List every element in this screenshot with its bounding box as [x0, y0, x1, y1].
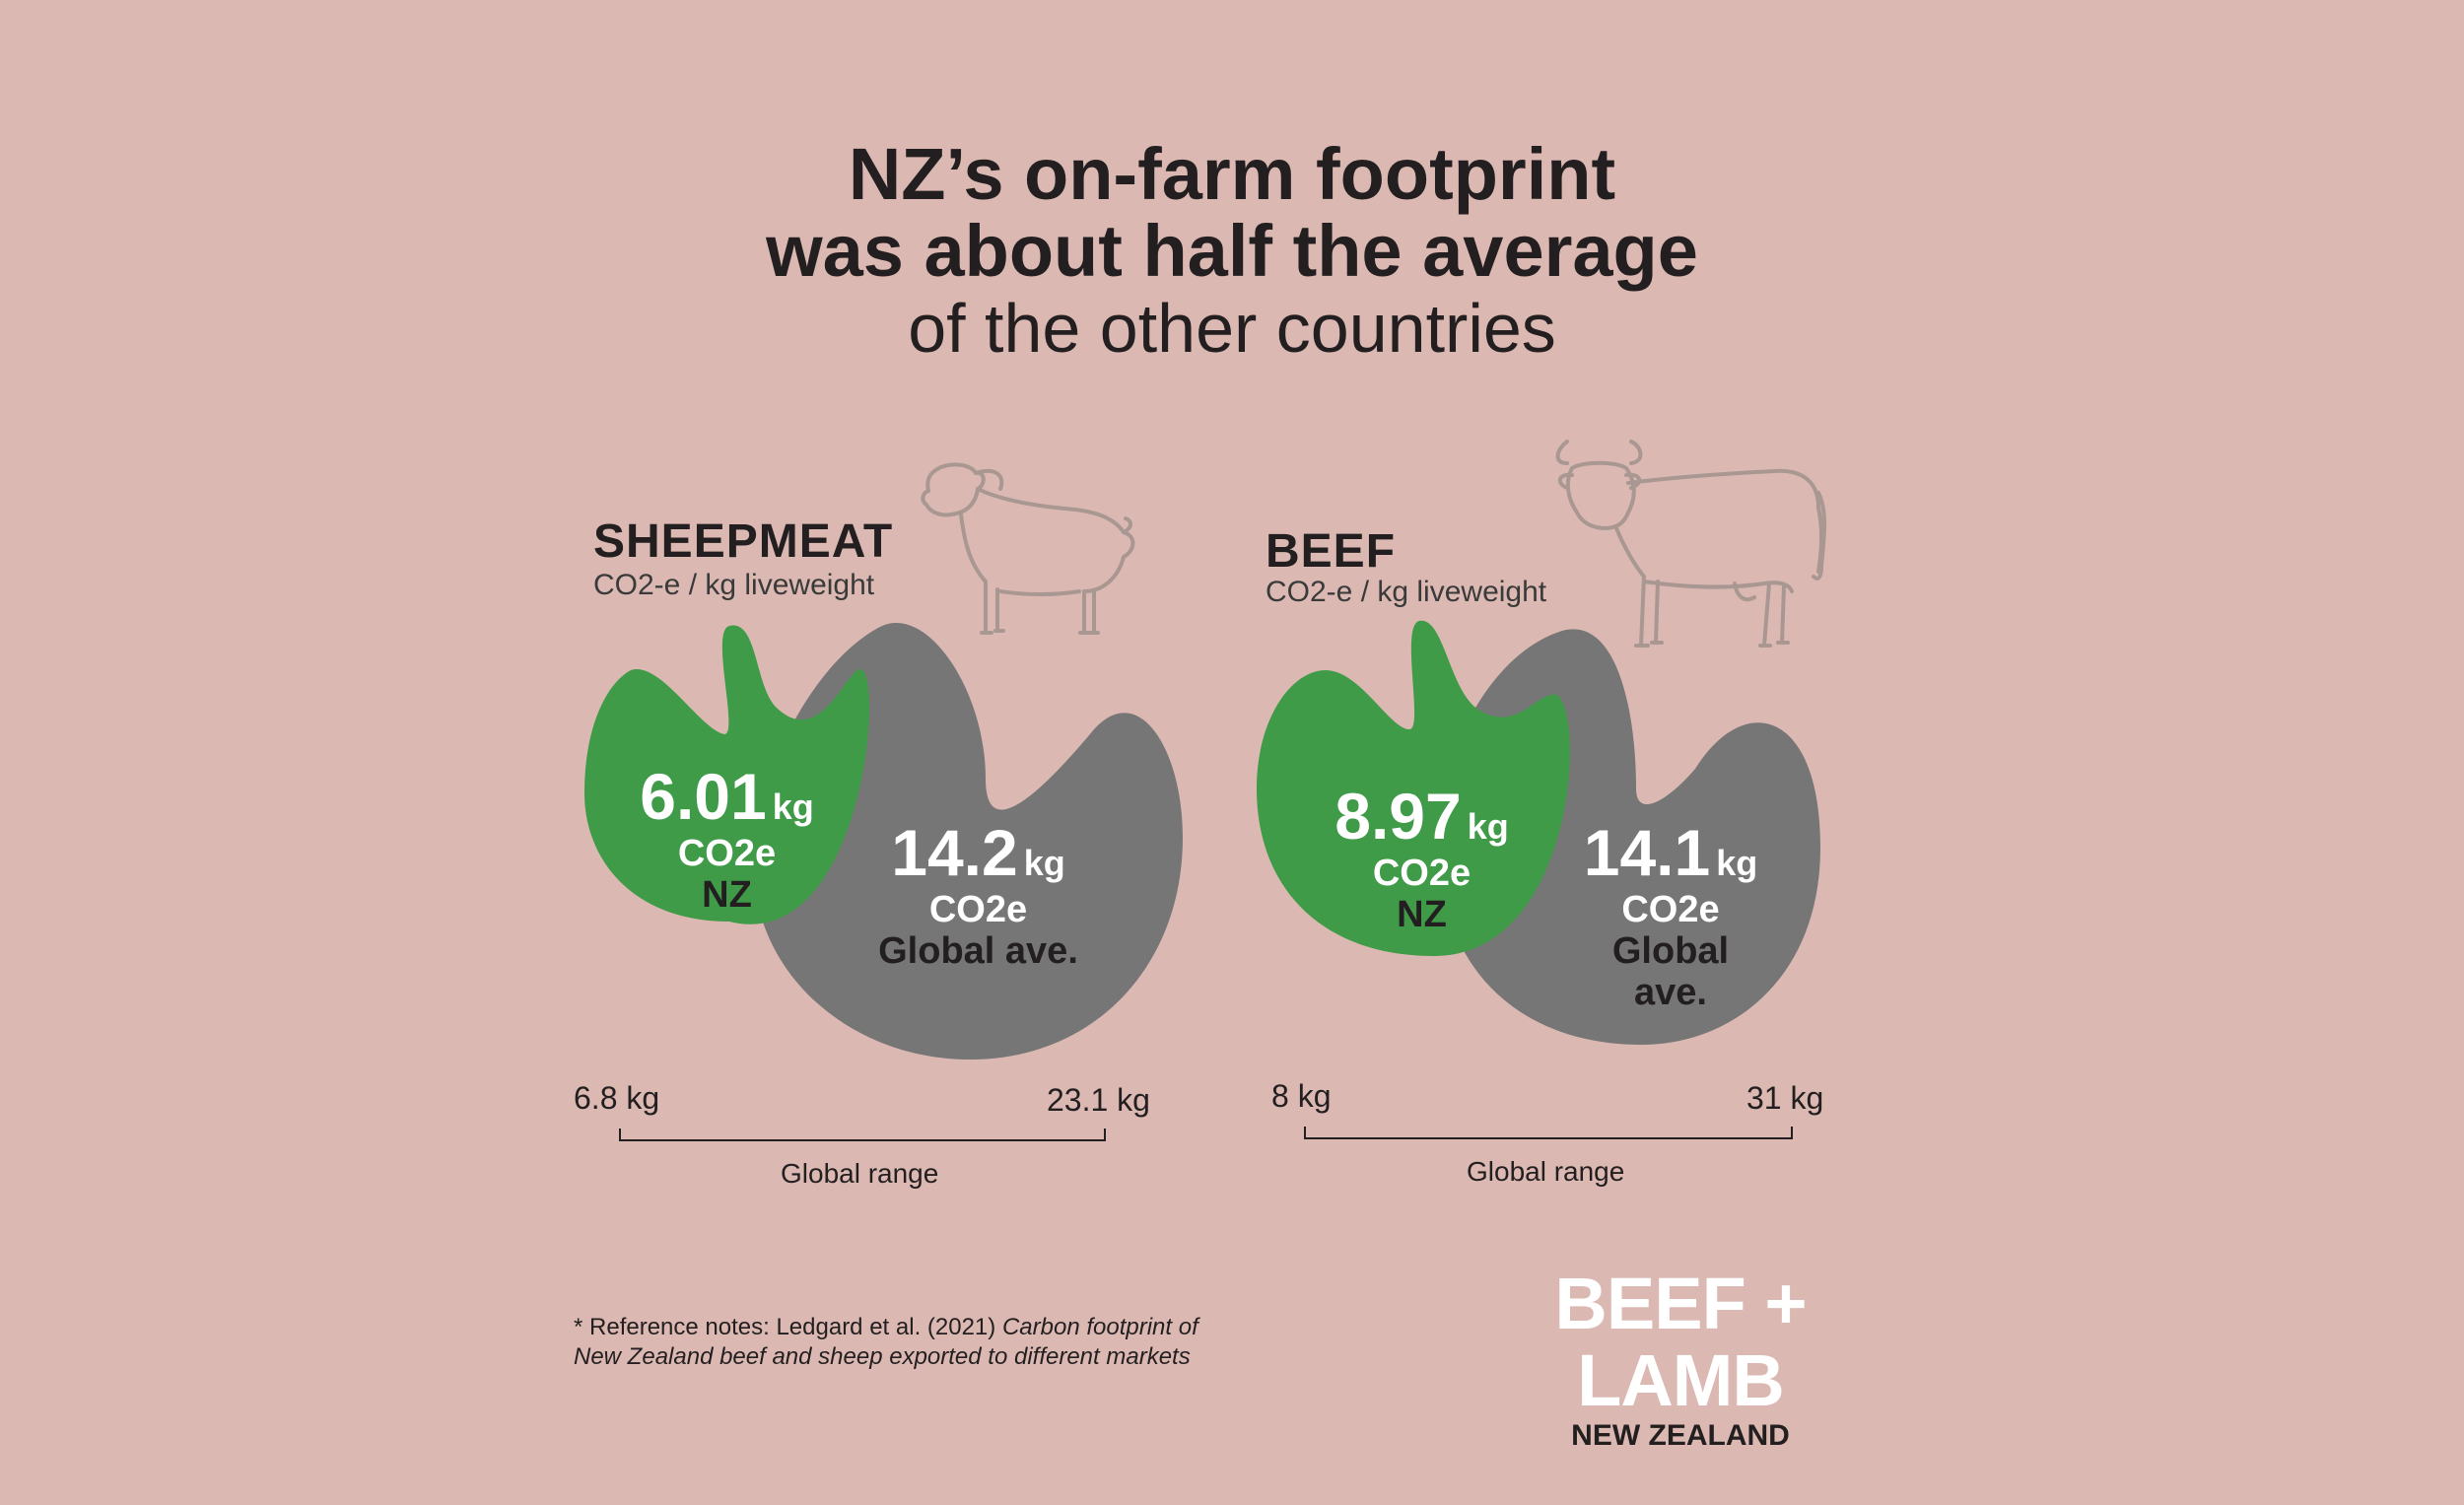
sheep-global-value: 14.2 kg CO2e Global ave. [843, 820, 1114, 970]
beef-range-max: 31 kg [1746, 1080, 1824, 1116]
beef-range-bracket [1304, 1127, 1793, 1139]
title-line-2: was about half the average [766, 210, 1698, 292]
sheep-nz-number: 6.01 [640, 760, 767, 833]
sheep-nz-footprint [584, 625, 870, 924]
sheep-global-number: 14.2 [891, 816, 1018, 889]
beef-nz-number: 8.97 [1335, 780, 1462, 853]
sheep-global-label: Global ave. [878, 930, 1078, 972]
reference-footnote: * Reference notes: Ledgard et al. (2021)… [574, 1313, 1198, 1372]
beef-nz-label: NZ [1397, 894, 1447, 935]
title-line-3: of the other countries [908, 290, 1556, 367]
sheep-range-label: Global range [781, 1158, 939, 1189]
beef-title: BEEF [1266, 525, 1397, 578]
sheep-icon [921, 462, 1135, 635]
beef-lamb-logo: BEEF + LAMB NEW ZEALAND [1483, 1266, 1878, 1453]
beef-nz-unit: kg [1467, 806, 1509, 847]
sheep-nz-label: NZ [702, 874, 752, 916]
beef-global-value: 14.1 kg CO2e Global ave. [1538, 820, 1804, 1011]
logo-brand: BEEF + LAMB [1554, 1263, 1807, 1421]
beef-global-unit: kg [1716, 843, 1758, 883]
sheep-range-min: 6.8 kg [574, 1080, 660, 1116]
beef-global-label-2: ave. [1634, 972, 1707, 1013]
sheep-global-unit: kg [1023, 843, 1065, 883]
beef-nz-value: 8.97 kg CO2e NZ [1286, 784, 1557, 933]
logo-country: NEW ZEALAND [1571, 1419, 1790, 1452]
footnote-italic-2: New Zealand beef and sheep exported to d… [574, 1343, 1191, 1370]
footnote-italic-1: Carbon footprint of [1001, 1314, 1198, 1340]
page-title: NZ’s on-farm footprint was about half th… [0, 133, 2464, 368]
beef-global-label-1: Global [1611, 930, 1730, 972]
title-line-1: NZ’s on-farm footprint [848, 133, 1616, 215]
beef-global-number: 14.1 [1583, 816, 1711, 889]
beef-nz-footprint [1257, 620, 1570, 956]
beef-range-min: 8 kg [1271, 1078, 1332, 1114]
beef-nz-co2: CO2e [1372, 853, 1472, 894]
sheep-nz-co2: CO2e [677, 833, 777, 874]
footnote-prefix: * Reference notes: Ledgard et al. (2021) [574, 1314, 1002, 1340]
sheep-global-co2: CO2e [928, 889, 1028, 930]
sheep-range-max: 23.1 kg [1047, 1082, 1150, 1118]
sheep-nz-unit: kg [772, 787, 814, 827]
sheepmeat-title: SHEEPMEAT [593, 515, 894, 568]
beef-subtitle: CO2-e / kg liveweight [1266, 576, 1547, 608]
cow-icon [1555, 440, 1827, 648]
sheepmeat-subtitle: CO2-e / kg liveweight [593, 569, 875, 601]
beef-global-co2: CO2e [1621, 889, 1720, 930]
sheep-range-bracket [619, 1129, 1106, 1141]
beef-range-label: Global range [1467, 1156, 1625, 1187]
sheep-nz-value: 6.01 kg CO2e NZ [591, 764, 862, 914]
